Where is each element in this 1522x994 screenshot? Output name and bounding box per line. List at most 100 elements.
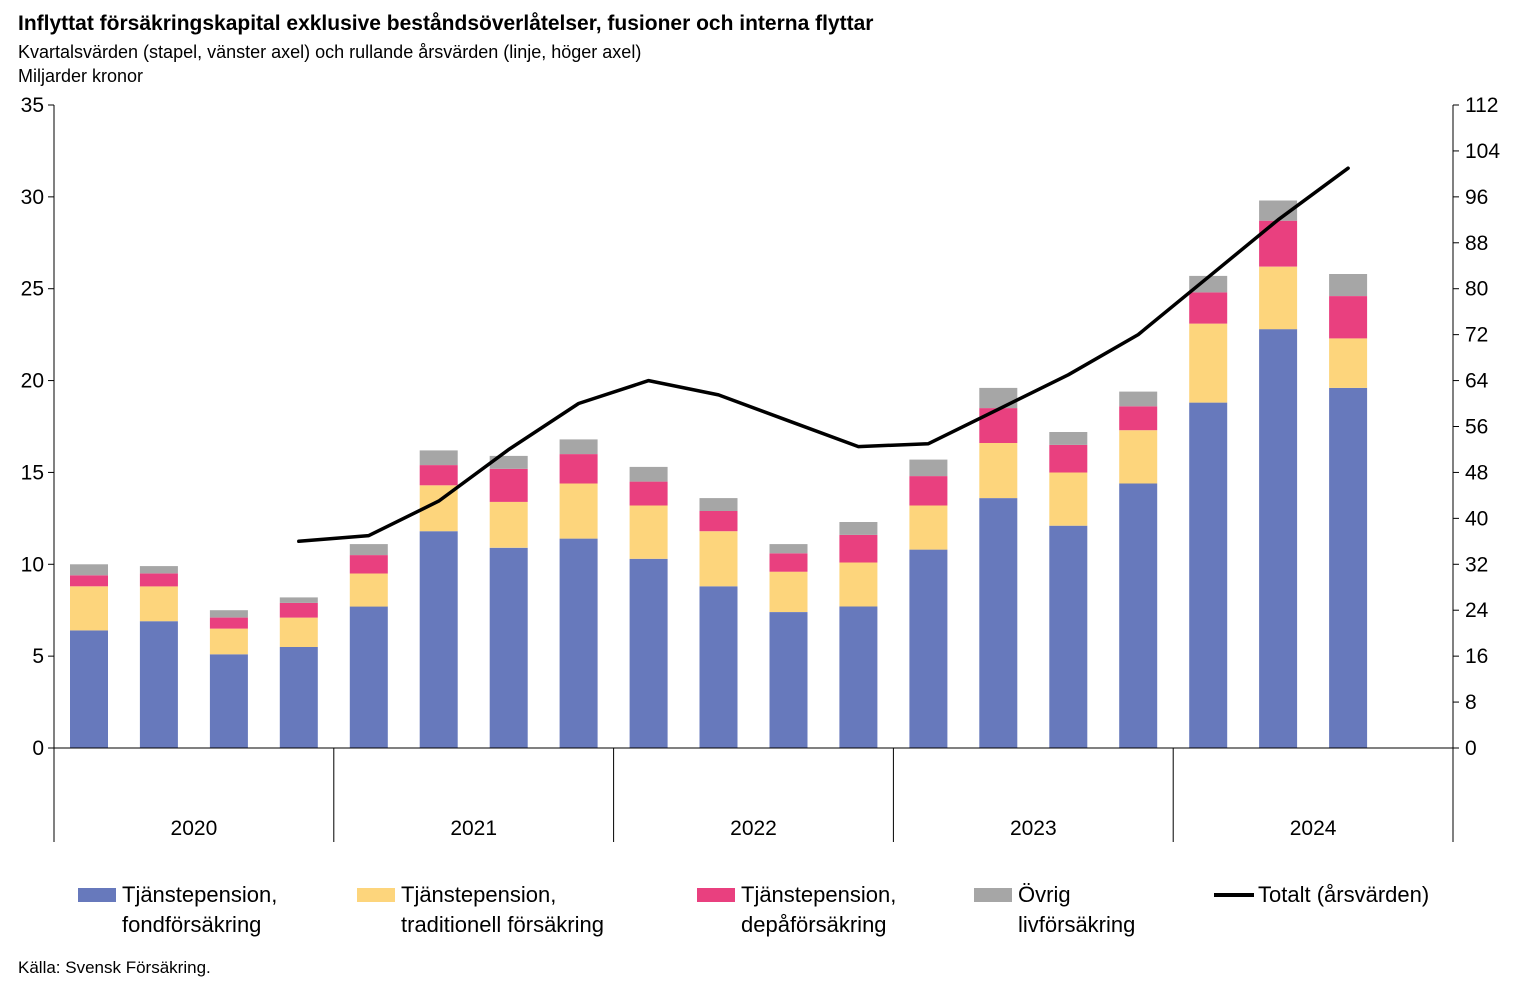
legend-swatch-depa [697, 888, 735, 902]
bar-ovrig-5 [419, 450, 458, 466]
bar-traditionell-0 [70, 586, 108, 631]
bar-traditionell-9 [699, 531, 738, 587]
bar-ovrig-8 [629, 466, 668, 482]
bar-ovrig-18 [1329, 274, 1368, 296]
legend-label-line1: Tjänstepension, [122, 882, 278, 907]
chart-subtitle: Kvartalsvärden (stapel, vänster axel) oc… [18, 42, 642, 62]
bar-traditionell-14 [1049, 472, 1088, 526]
bar-depa-1 [139, 573, 178, 587]
bar-depa-15 [1119, 406, 1158, 431]
bar-traditionell-17 [1259, 266, 1298, 330]
bar-ovrig-11 [839, 522, 878, 535]
bar-ovrig-16 [1189, 275, 1228, 293]
bar-fond-14 [1049, 525, 1088, 748]
line-layer [297, 166, 1350, 544]
bar-ovrig-3 [279, 597, 318, 603]
bar-traditionell-1 [139, 586, 178, 622]
bar-fond-9 [699, 586, 738, 748]
bar-depa-7 [559, 454, 598, 484]
bar-ovrig-2 [209, 610, 248, 618]
left-tick-label-5: 5 [32, 645, 44, 668]
right-tick-label-104: 104 [1465, 140, 1500, 163]
bar-depa-5 [419, 465, 458, 486]
right-tick-label-40: 40 [1465, 507, 1488, 530]
right-tick-label-112: 112 [1465, 94, 1498, 117]
bar-depa-17 [1259, 220, 1298, 267]
unit-label: Miljarder kronor [18, 66, 144, 86]
bar-ovrig-15 [1119, 391, 1158, 407]
legend-label: Tjänstepension, traditionell försäkring [401, 880, 604, 940]
bar-traditionell-18 [1329, 338, 1368, 388]
line-totalt [297, 166, 1350, 544]
bar-traditionell-15 [1119, 430, 1158, 484]
legend-label-line2: livförsäkring [1018, 912, 1136, 937]
legend-label-line1: Totalt (årsvärden) [1258, 882, 1430, 907]
bar-fond-2 [209, 654, 248, 748]
bar-traditionell-12 [909, 505, 948, 550]
bar-fond-5 [419, 531, 458, 748]
right-tick-label-96: 96 [1465, 186, 1488, 209]
bars-layer [70, 200, 1368, 748]
bar-fond-17 [1259, 329, 1298, 748]
bar-traditionell-13 [979, 443, 1018, 499]
left-tick-label-10: 10 [21, 553, 44, 576]
bar-ovrig-17 [1259, 200, 1298, 221]
bar-depa-0 [70, 575, 108, 587]
source-note: Källa: Svensk Försäkring. [18, 958, 211, 977]
bar-traditionell-7 [559, 483, 598, 539]
bar-depa-4 [349, 555, 388, 574]
bar-ovrig-14 [1049, 432, 1088, 445]
bar-fond-6 [489, 547, 528, 748]
bar-depa-13 [979, 408, 1018, 443]
legend-swatch-ovrig [974, 888, 1012, 902]
bar-traditionell-3 [279, 617, 318, 647]
bar-depa-18 [1329, 296, 1368, 339]
bar-traditionell-16 [1189, 323, 1228, 403]
legend-label-line2: fondförsäkring [122, 912, 262, 937]
left-tick-label-35: 35 [21, 94, 44, 117]
legend-label-line2: traditionell försäkring [401, 912, 604, 937]
axes-layer: 0 5 10 15 20 25 30 35 0 8 16 24 32 40 48 56 64 72 80 88 96 10… [21, 94, 1500, 842]
bar-fond-15 [1119, 483, 1158, 748]
bar-traditionell-6 [489, 501, 528, 548]
bar-fond-13 [979, 498, 1018, 748]
bar-fond-18 [1329, 387, 1368, 748]
left-tick-label-25: 25 [21, 278, 44, 301]
bar-fond-3 [279, 647, 318, 748]
bar-ovrig-1 [139, 566, 178, 574]
legend-label-line1: Övrig [1018, 882, 1071, 907]
bar-ovrig-4 [349, 544, 388, 556]
bar-ovrig-9 [699, 498, 738, 511]
bar-depa-6 [489, 468, 528, 502]
bar-fond-1 [139, 621, 178, 748]
bar-fond-0 [70, 630, 108, 748]
bar-depa-3 [279, 602, 318, 618]
bar-traditionell-4 [349, 573, 388, 607]
bar-depa-11 [839, 534, 878, 563]
bar-depa-2 [209, 617, 248, 629]
bar-depa-14 [1049, 444, 1088, 473]
bar-fond-11 [839, 606, 878, 748]
left-tick-label-0: 0 [32, 737, 44, 760]
left-tick-label-20: 20 [21, 370, 44, 393]
right-tick-label-32: 32 [1465, 553, 1488, 576]
bar-depa-16 [1189, 292, 1228, 324]
right-tick-label-16: 16 [1465, 645, 1488, 668]
right-tick-label-64: 64 [1465, 370, 1489, 393]
bar-ovrig-7 [559, 439, 598, 455]
bar-ovrig-13 [979, 387, 1018, 409]
bar-ovrig-0 [70, 564, 108, 576]
legend-swatch-traditionell [357, 888, 395, 902]
bar-depa-8 [629, 481, 668, 506]
right-tick-label-80: 80 [1465, 278, 1488, 301]
right-tick-label-48: 48 [1465, 461, 1488, 484]
bar-traditionell-8 [629, 505, 668, 559]
bar-depa-12 [909, 476, 948, 506]
year-label-2023: 2023 [1010, 817, 1057, 840]
bar-ovrig-12 [909, 459, 948, 477]
bar-traditionell-11 [839, 562, 878, 607]
legend-label: Tjänstepension, fondförsäkring [122, 880, 277, 940]
chart-canvas: 0 5 10 15 20 25 30 35 0 8 16 24 32 40 48 56 64 72 80 88 96 10… [21, 94, 1500, 842]
legend-line-swatch [1214, 893, 1254, 897]
legend-label-line2: depåförsäkring [741, 912, 887, 937]
